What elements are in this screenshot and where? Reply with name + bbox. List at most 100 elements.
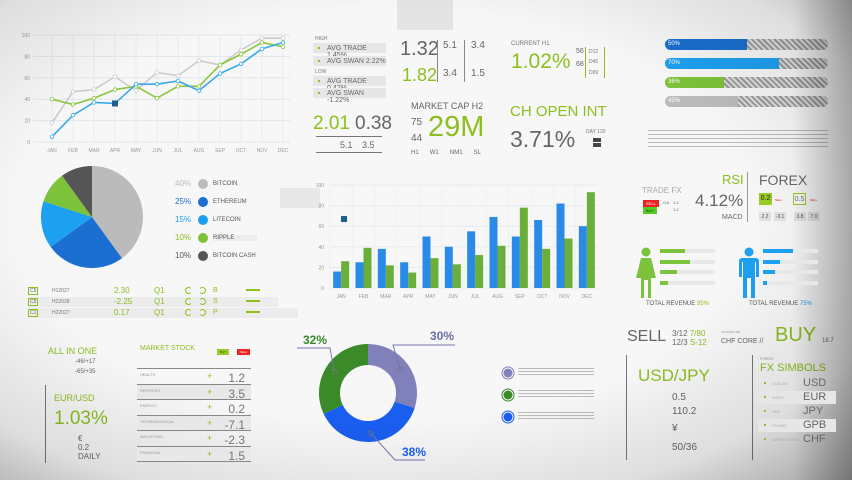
- stock-value: 1.5: [228, 448, 245, 463]
- sell-button[interactable]: SELL: [237, 349, 251, 355]
- forex-box-2[interactable]: 0.5: [793, 193, 806, 205]
- change-1: 5.1: [443, 40, 457, 51]
- open-int-value: 3.71%: [510, 126, 576, 152]
- fx-row[interactable]: POUND GPB: [758, 419, 836, 432]
- current-value: 1.02%: [511, 50, 571, 73]
- table-row[interactable]: C1 H22027 0.17 Q1 P: [28, 308, 298, 318]
- data-point: [91, 100, 97, 105]
- leader-dot: [397, 366, 404, 373]
- avg-trade-high: AVG TRADE 1.45%: [313, 43, 386, 59]
- forex-box-1[interactable]: 0.2: [759, 193, 772, 205]
- bar-chart: 0 20 40 60 80 100 JAN FEB MAR APR MAY JUN JUL AUG SEP O…: [316, 183, 598, 300]
- bar: [363, 247, 372, 288]
- donut-slice: [319, 344, 368, 414]
- row-value: 2.30: [114, 286, 130, 295]
- bar: [489, 216, 498, 288]
- menu-icon[interactable]: [593, 138, 601, 148]
- pie-pct: 25%: [175, 197, 192, 206]
- bar: [408, 272, 417, 288]
- progress-bar: 50%: [665, 39, 828, 50]
- data-point: [154, 82, 160, 87]
- data-point: [217, 62, 223, 68]
- legend-label: BITCOIN: [213, 181, 238, 187]
- tab-nm1[interactable]: NM1: [449, 150, 463, 156]
- quote-value-1: 1.32: [400, 38, 439, 60]
- rsi-label: RSI: [722, 172, 744, 187]
- leader-dot: [367, 430, 374, 436]
- mini-box: -3.1: [774, 212, 786, 221]
- leader-line: [297, 347, 335, 372]
- divider: [464, 40, 465, 82]
- stock-name: FINANCIAL: [140, 449, 161, 455]
- bar: [511, 236, 520, 288]
- plus-icon[interactable]: +: [207, 417, 213, 428]
- progress-ring-icon: [199, 309, 206, 316]
- bar: [542, 248, 551, 288]
- fx-row[interactable]: EURO EUR: [758, 391, 836, 404]
- divider: [316, 136, 382, 137]
- row-value: -2.25: [114, 297, 133, 306]
- low-label: LOW: [315, 69, 327, 75]
- table-row[interactable]: C5 H12027 2.30 Q1 B: [28, 286, 298, 296]
- x-tick-label: MAR: [380, 294, 392, 300]
- tab-h1[interactable]: H1: [411, 150, 419, 156]
- fx-row[interactable]: DOLLAR USD: [758, 377, 836, 390]
- stock-row[interactable]: FINANCIAL + 1.5: [137, 445, 251, 463]
- legend-dot: [198, 179, 208, 189]
- row-status: P: [213, 309, 218, 316]
- sell-badge[interactable]: SELL: [643, 200, 659, 207]
- pie-slice: [40, 201, 92, 247]
- x-tick-label: FEB: [68, 148, 78, 154]
- table-row[interactable]: C5 H22028 -2.25 Q1 S: [28, 297, 278, 307]
- fx-name: DOLLAR: [772, 381, 789, 386]
- refresh-icon[interactable]: [185, 298, 192, 305]
- y-tick-label: 80: [318, 204, 324, 210]
- buy-button[interactable]: BUY: [217, 349, 230, 355]
- revenue-bar-fill: [763, 270, 776, 274]
- data-point: [175, 78, 181, 84]
- stock-row[interactable]: SERVICES + 3.5: [137, 383, 251, 401]
- legend-dot: [503, 368, 513, 378]
- stock-row[interactable]: ENERGY + 0.2: [137, 399, 251, 416]
- tab-sl[interactable]: SL: [473, 150, 481, 156]
- tab-w1[interactable]: W1: [429, 150, 439, 156]
- all-in-one-row: -65/+35: [75, 369, 96, 375]
- fx-row[interactable]: YEN JPY: [758, 405, 836, 418]
- y-tick-label: 20: [318, 265, 324, 271]
- plus-icon[interactable]: +: [207, 386, 213, 397]
- stock-row[interactable]: INDUSTRIAL + -2.3: [137, 430, 251, 447]
- data-point: [133, 82, 139, 87]
- revenue-bar: [660, 259, 715, 264]
- plus-icon[interactable]: +: [207, 402, 213, 412]
- trade-line-1: 3/12 7/80: [672, 329, 705, 338]
- y-tick-label: 0: [27, 140, 30, 146]
- x-tick-label: NOV: [257, 148, 269, 154]
- mini-bar: [246, 300, 260, 302]
- refresh-icon[interactable]: [185, 309, 192, 316]
- data-point: [259, 46, 265, 52]
- revenue-bar: [660, 280, 715, 285]
- plus-icon[interactable]: +: [207, 433, 213, 443]
- plus-icon[interactable]: +: [207, 448, 213, 459]
- forex-label: FOREX: [759, 172, 808, 188]
- plus-icon[interactable]: +: [207, 371, 213, 381]
- refresh-icon[interactable]: [185, 287, 192, 294]
- trade-val: 12/3: [672, 338, 688, 347]
- mini-box: 2.2: [759, 212, 771, 221]
- y-tick-label: 60: [318, 224, 324, 230]
- stock-row[interactable]: TECHNOLOGICAL + -7.1: [137, 414, 251, 432]
- fx-row[interactable]: SWISS FRANC CHF: [758, 433, 836, 446]
- progress-bar: 70%: [665, 58, 828, 69]
- legend-label: ETHEREUM: [213, 199, 247, 205]
- data-point: [238, 61, 244, 67]
- legend-dot: [198, 251, 208, 261]
- stock-row[interactable]: HEALTH + 1.2: [137, 368, 251, 385]
- bar: [422, 236, 431, 288]
- data-point: [217, 71, 223, 76]
- usdjpy-val: 0.5: [672, 392, 686, 403]
- pie-pct: 40%: [175, 179, 192, 188]
- x-tick-label: JUL: [174, 148, 183, 154]
- legend-label: LITECOIN: [213, 217, 241, 223]
- legend-text-line: [518, 412, 594, 413]
- buy-badge[interactable]: BUY: [643, 207, 658, 214]
